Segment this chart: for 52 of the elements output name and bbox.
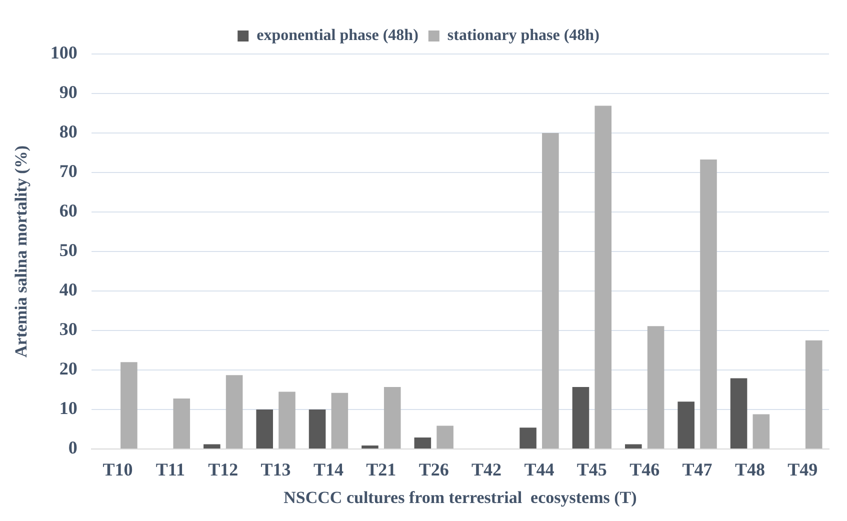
y-tick-label: 50 bbox=[59, 240, 78, 260]
bar bbox=[730, 378, 748, 448]
y-axis-title: Artemia salina mortality (%) bbox=[12, 146, 31, 358]
bar bbox=[414, 438, 432, 448]
bar bbox=[331, 392, 348, 448]
legend-label: exponential phase (48h) bbox=[256, 27, 418, 44]
bar bbox=[204, 444, 220, 448]
x-tick-label: T49 bbox=[788, 459, 818, 480]
bar bbox=[700, 159, 717, 448]
x-tick-label: T13 bbox=[260, 459, 291, 480]
bar bbox=[594, 106, 612, 448]
y-tick-label: 0 bbox=[68, 438, 78, 458]
bar bbox=[120, 362, 138, 448]
x-tick-label: T48 bbox=[734, 459, 765, 480]
y-tick-label: 20 bbox=[59, 358, 78, 379]
y-tick-label: 40 bbox=[59, 280, 78, 300]
bar bbox=[805, 340, 822, 448]
bar bbox=[647, 326, 664, 448]
x-tick-label: T12 bbox=[208, 459, 238, 480]
x-tick-label: T21 bbox=[366, 459, 396, 480]
x-tick-label: T46 bbox=[630, 459, 660, 480]
y-tick-label: 90 bbox=[59, 82, 78, 102]
bar bbox=[278, 392, 296, 448]
bar bbox=[752, 414, 770, 448]
x-tick-label: T44 bbox=[524, 459, 554, 480]
bar bbox=[384, 386, 401, 448]
x-tick-label: T26 bbox=[418, 459, 449, 480]
bar bbox=[678, 402, 694, 448]
bar bbox=[436, 426, 454, 448]
bar bbox=[520, 428, 536, 448]
x-tick-label: T45 bbox=[576, 459, 607, 480]
x-tick-label: T11 bbox=[156, 459, 185, 480]
bar bbox=[625, 444, 642, 448]
y-tick-label: 70 bbox=[59, 161, 78, 182]
x-axis-title: NSCCC cultures from terrestrial ecosystems (T) bbox=[284, 488, 637, 508]
bar bbox=[226, 375, 243, 448]
y-tick-label: 60 bbox=[59, 200, 78, 221]
bar bbox=[362, 445, 378, 448]
y-tick-label: 100 bbox=[50, 42, 78, 63]
bar bbox=[256, 410, 273, 448]
y-tick-label: 10 bbox=[59, 398, 78, 418]
x-tick-label: T10 bbox=[102, 459, 133, 480]
bar bbox=[173, 398, 190, 448]
bar bbox=[572, 386, 590, 448]
x-tick-label: T42 bbox=[472, 459, 502, 480]
y-tick-label: 30 bbox=[59, 319, 78, 340]
bar bbox=[308, 410, 326, 448]
y-tick-label: 80 bbox=[59, 122, 78, 142]
legend-label: stationary phase (48h) bbox=[447, 27, 600, 44]
x-tick-label: T47 bbox=[682, 459, 712, 480]
x-tick-label: T14 bbox=[313, 459, 344, 480]
bar bbox=[542, 133, 559, 448]
